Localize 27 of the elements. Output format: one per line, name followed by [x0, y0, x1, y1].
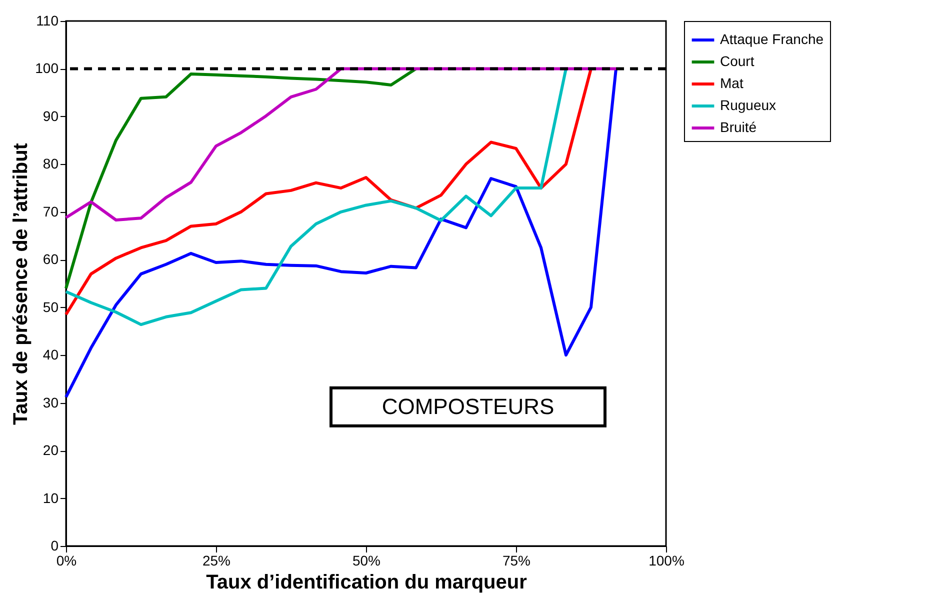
y-tick-label: 70: [42, 203, 59, 220]
y-tick-label: 100: [35, 60, 59, 76]
y-tick-label: 20: [42, 442, 59, 458]
y-tick-label: 0: [50, 538, 59, 554]
legend-label: Rugueux: [720, 97, 776, 113]
y-tick-label: 10: [42, 490, 59, 506]
y-tick-label: 60: [42, 251, 59, 268]
legend-label: Mat: [720, 75, 744, 91]
y-tick-label: 80: [42, 156, 59, 172]
legend-label: Bruité: [720, 119, 757, 135]
legend-label: Court: [720, 53, 754, 69]
y-tick-label: 30: [42, 394, 59, 410]
legend-label: Attaque Franche: [720, 31, 824, 47]
line-series: [64, 67, 418, 290]
x-tick-label: 50%: [352, 552, 381, 568]
y-axis-title: Taux de présence de l’attribut: [10, 142, 32, 425]
x-tick-label: 0%: [56, 552, 77, 568]
annotation: COMPOSTEURS: [382, 394, 554, 419]
x-tick-label: 75%: [502, 552, 531, 568]
x-tick-label: 100%: [648, 552, 684, 568]
y-tick-label: 90: [42, 108, 59, 124]
x-tick-label: 25%: [202, 552, 231, 568]
y-tick-label: 40: [42, 346, 59, 363]
y-tick-label: 50: [42, 298, 59, 315]
line-series: [64, 67, 618, 399]
y-tick-label: 110: [36, 12, 59, 28]
x-axis-title: Taux d’identification du marqueur: [206, 572, 528, 594]
